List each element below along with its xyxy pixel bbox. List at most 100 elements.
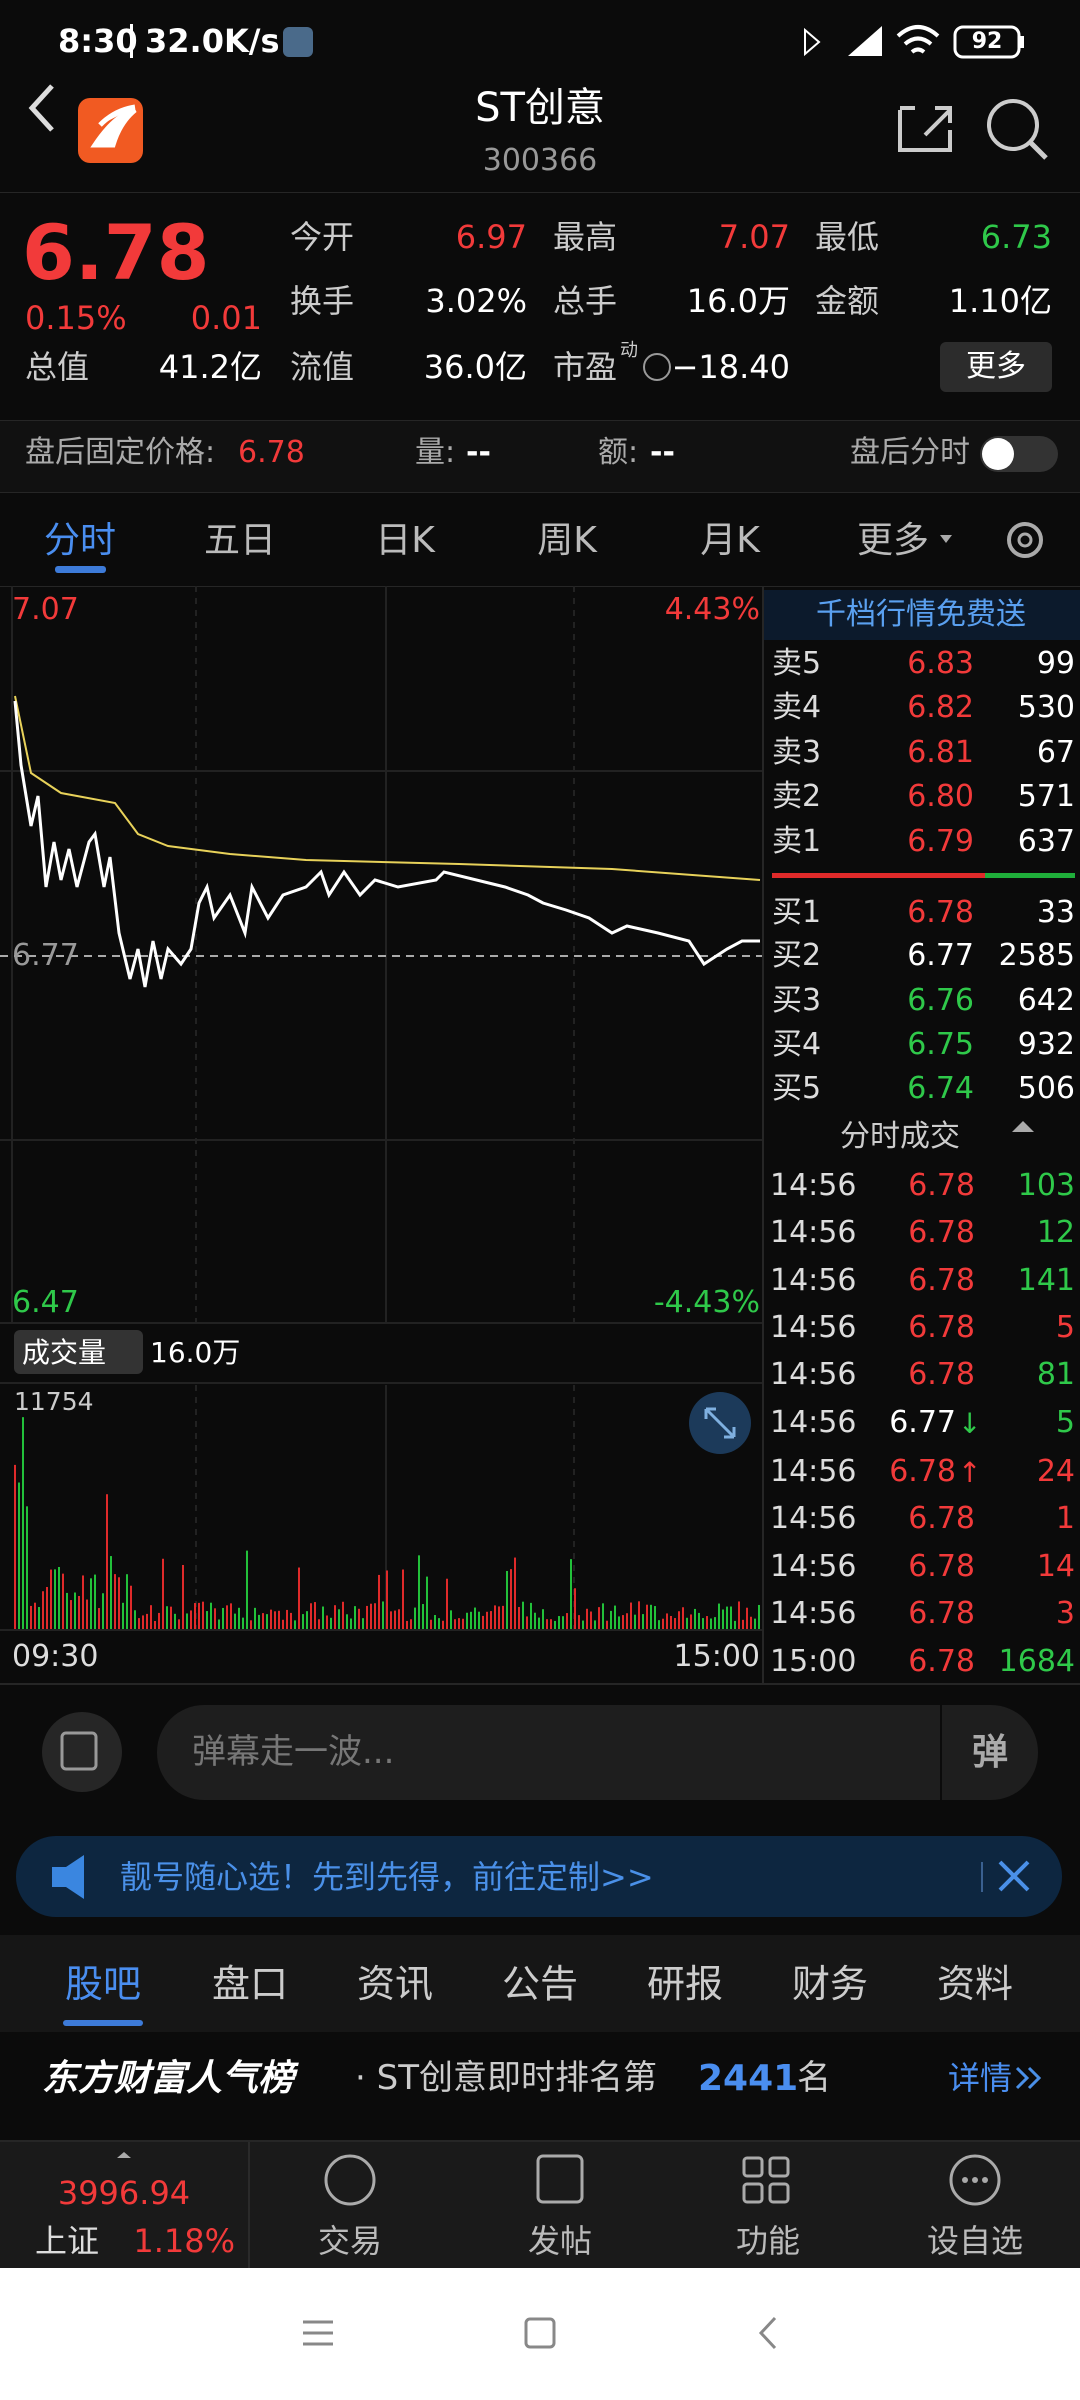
sub-tab[interactable]: 盘口 bbox=[211, 1962, 288, 2007]
price-mid: 6.77 bbox=[12, 938, 79, 974]
book-price: 6.77 bbox=[907, 938, 974, 974]
price-low: 6.47 bbox=[12, 1285, 79, 1321]
stock-code: 300366 bbox=[482, 143, 598, 179]
after-hours-label: 盘后固定价格: bbox=[25, 435, 216, 471]
field-label: 换手 bbox=[290, 282, 355, 320]
trade-volume: 5 bbox=[1055, 1405, 1075, 1441]
book-volume: 506 bbox=[1017, 1071, 1075, 1107]
field-value: −18.40 bbox=[671, 348, 790, 386]
index-value: 3996.94 bbox=[57, 2174, 191, 2212]
rank-suffix: 名 bbox=[797, 2057, 831, 2098]
trade-volume: 3 bbox=[1055, 1596, 1075, 1632]
trade-volume: 5 bbox=[1055, 1310, 1075, 1346]
field-label: 最高 bbox=[553, 218, 618, 256]
danmu-button[interactable]: 弹 bbox=[971, 1731, 1008, 1773]
rank-link[interactable]: 详情 bbox=[947, 2059, 1012, 2097]
trade-time: 14:56 bbox=[770, 1501, 857, 1537]
trade-time: 14:56 bbox=[770, 1596, 857, 1632]
book-price: 6.76 bbox=[907, 983, 974, 1019]
trade-volume: 14 bbox=[1036, 1549, 1075, 1585]
sub-tab[interactable]: 研报 bbox=[646, 1962, 723, 2007]
chart-tab[interactable]: 日K bbox=[375, 519, 435, 561]
field-value: 3.02% bbox=[425, 282, 527, 320]
field-label: 总手 bbox=[553, 282, 618, 320]
banner-text[interactable]: 靓号随心选！先到先得，前往定制>> bbox=[120, 1858, 654, 1896]
index-name: 上证 bbox=[35, 2222, 100, 2260]
chart-tab[interactable]: 五日 bbox=[203, 519, 276, 561]
book-volume: 67 bbox=[1036, 735, 1075, 771]
trade-time: 14:56 bbox=[770, 1357, 857, 1393]
field-label: 金额 bbox=[815, 282, 880, 320]
book-label: 买5 bbox=[772, 1071, 822, 1107]
trades-title: 分时成交 bbox=[840, 1119, 960, 1155]
pct-low: -4.43% bbox=[653, 1285, 760, 1321]
field-label: 市盈 bbox=[553, 348, 618, 386]
book-volume: 99 bbox=[1036, 646, 1075, 682]
book-label: 买2 bbox=[772, 938, 822, 974]
trade-price: 6.78 bbox=[908, 1549, 975, 1585]
sub-tab[interactable]: 财务 bbox=[791, 1962, 868, 2007]
trade-price: 6.78 bbox=[908, 1168, 975, 1204]
book-label: 买1 bbox=[772, 895, 822, 931]
danmu-input[interactable]: 弹幕走一波... bbox=[192, 1731, 395, 1772]
trade-price: 6.78 bbox=[908, 1644, 975, 1680]
field-label: 今开 bbox=[290, 218, 355, 256]
status-network: 32.0K/s bbox=[145, 22, 280, 60]
volume-total: 16.0万 bbox=[150, 1335, 241, 1369]
nav-item[interactable]: 功能 bbox=[735, 2222, 800, 2260]
rank-text: · ST创意即时排名第 bbox=[355, 2057, 657, 2098]
more-button[interactable]: 更多 bbox=[966, 349, 1026, 385]
book-label: 卖3 bbox=[772, 735, 822, 771]
volume-selector: 成交量 bbox=[22, 1335, 107, 1369]
book-label: 卖4 bbox=[772, 690, 822, 726]
chart-tab[interactable]: 分时 bbox=[43, 519, 116, 561]
book-volume: 932 bbox=[1017, 1027, 1075, 1063]
trade-time: 14:56 bbox=[770, 1168, 857, 1204]
chart-tab[interactable]: 更多 bbox=[856, 519, 929, 561]
nav-item[interactable]: 设自选 bbox=[926, 2222, 1023, 2260]
book-volume: 637 bbox=[1017, 824, 1075, 860]
time-end: 15:00 bbox=[673, 1639, 760, 1675]
trade-price: 6.78 bbox=[908, 1357, 975, 1393]
book-price: 6.83 bbox=[907, 646, 974, 682]
book-price: 6.75 bbox=[907, 1027, 974, 1063]
trade-time: 14:56 bbox=[770, 1454, 857, 1490]
book-label: 卖5 bbox=[772, 646, 822, 682]
field-value: 36.0亿 bbox=[423, 348, 527, 386]
book-volume: 571 bbox=[1017, 779, 1075, 815]
nav-item[interactable]: 交易 bbox=[317, 2222, 382, 2260]
after-hours-price: 6.78 bbox=[238, 435, 305, 471]
trade-volume: 24 bbox=[1036, 1454, 1075, 1490]
trade-price: 6.77 bbox=[889, 1405, 956, 1441]
chart-tab[interactable]: 月K bbox=[700, 519, 760, 561]
chart-tab[interactable]: 周K bbox=[537, 519, 597, 561]
price-high: 7.07 bbox=[12, 592, 79, 628]
book-label: 卖1 bbox=[772, 824, 822, 860]
trade-price: 6.78 bbox=[908, 1215, 975, 1251]
battery-level: 92 bbox=[971, 29, 1003, 55]
book-volume: 2585 bbox=[998, 938, 1075, 974]
trade-volume: 1 bbox=[1055, 1501, 1075, 1537]
book-price: 6.74 bbox=[907, 1071, 974, 1107]
sub-tab[interactable]: 资讯 bbox=[356, 1962, 433, 2007]
index-pct: 1.18% bbox=[133, 2222, 235, 2260]
after-hours-label: 量: bbox=[415, 435, 456, 471]
trade-volume: 141 bbox=[1017, 1263, 1075, 1299]
trade-volume: 12 bbox=[1036, 1215, 1075, 1251]
pct-high: 4.43% bbox=[664, 592, 760, 628]
status-time: 8:30 bbox=[58, 22, 138, 60]
field-value: 6.97 bbox=[455, 218, 527, 256]
sub-tab[interactable]: 公告 bbox=[501, 1962, 578, 2007]
volume-max: 11754 bbox=[14, 1387, 94, 1417]
field-value: 41.2亿 bbox=[158, 348, 262, 386]
field-label: 总值 bbox=[25, 348, 90, 386]
after-hours-value: -- bbox=[650, 435, 675, 471]
sub-tab[interactable]: 股吧 bbox=[64, 1962, 141, 2007]
sub-tab[interactable]: 资料 bbox=[936, 1962, 1013, 2007]
book-price: 6.80 bbox=[907, 779, 974, 815]
change: 0.01 bbox=[190, 299, 262, 337]
trade-price: 6.78 bbox=[889, 1454, 956, 1490]
promo[interactable]: 千档行情免费送 bbox=[816, 597, 1026, 633]
nav-item[interactable]: 发帖 bbox=[527, 2222, 592, 2260]
